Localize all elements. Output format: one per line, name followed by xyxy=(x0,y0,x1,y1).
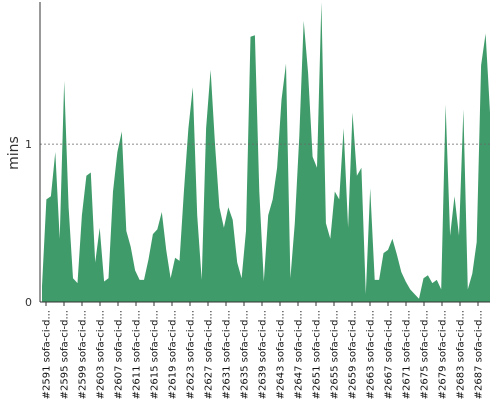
x-tick-label: #2623 sofa-ci-d... xyxy=(186,310,197,399)
x-tick-label: #2627 sofa-ci-d... xyxy=(204,310,215,399)
x-tick-label: #2619 sofa-ci-d... xyxy=(168,310,179,399)
y-tick-label: 1 xyxy=(25,138,32,151)
y-axis-label: mins xyxy=(6,136,22,170)
y-axis-ticks: 01 xyxy=(25,138,32,309)
x-tick-label: #2683 sofa-ci-d... xyxy=(456,310,467,399)
x-tick-label: #2659 sofa-ci-d... xyxy=(348,310,359,399)
x-tick-label: #2643 sofa-ci-d... xyxy=(276,310,287,399)
x-tick-label: #2611 sofa-ci-d... xyxy=(132,310,143,399)
x-tick-label: #2655 sofa-ci-d... xyxy=(330,310,341,399)
x-tick-label: #2651 sofa-ci-d... xyxy=(312,310,323,399)
x-tick-label: #2647 sofa-ci-d... xyxy=(294,310,305,399)
x-tick-label: #2603 sofa-ci-d... xyxy=(96,310,107,399)
x-tick-label: #2591 sofa-ci-d... xyxy=(42,310,53,399)
area-series-0 xyxy=(42,2,490,302)
x-tick-label: #2635 sofa-ci-d... xyxy=(240,310,251,399)
x-tick-label: #2671 sofa-ci-d... xyxy=(402,310,413,399)
plot-area xyxy=(40,2,490,302)
x-tick-label: #2687 sofa-ci-d... xyxy=(474,310,485,399)
x-tick-label: #2615 sofa-ci-d... xyxy=(150,310,161,399)
y-tick-label: 0 xyxy=(25,296,32,309)
x-tick-label: #2595 sofa-ci-d... xyxy=(60,310,71,399)
x-tick-label: #2679 sofa-ci-d... xyxy=(438,310,449,399)
x-axis-ticks: #2591 sofa-ci-d... #2595 sofa-ci-d... #259… xyxy=(42,302,485,399)
x-tick-label: #2663 sofa-ci-d... xyxy=(366,310,377,399)
x-tick-label: #2607 sofa-ci-d... xyxy=(114,310,125,399)
x-tick-label: #2675 sofa-ci-d... xyxy=(420,310,431,399)
x-tick-label: #2631 sofa-ci-d... xyxy=(222,310,233,399)
x-tick-label: #2599 sofa-ci-d... xyxy=(78,310,89,399)
x-tick-label: #2667 sofa-ci-d... xyxy=(384,310,395,399)
x-tick-label: #2639 sofa-ci-d... xyxy=(258,310,269,399)
